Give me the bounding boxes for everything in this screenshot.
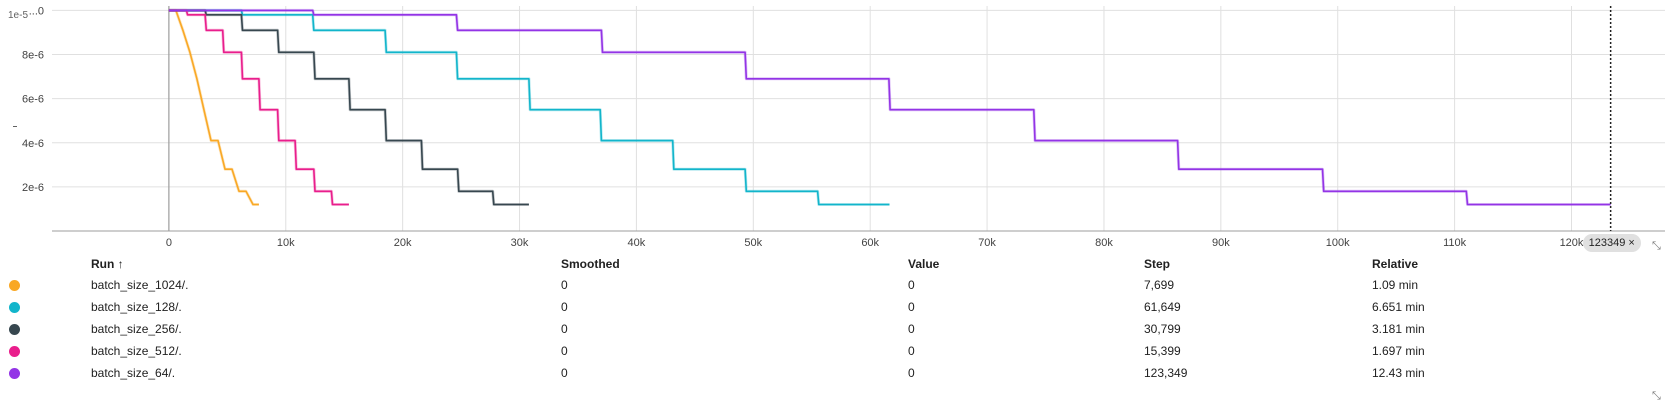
table-header: Run ↑ Smoothed Value Step Relative bbox=[0, 253, 1672, 275]
x-tick-label: 0 bbox=[166, 237, 172, 249]
y-axis-label-dash bbox=[13, 126, 17, 127]
x-tick-label: 60k bbox=[861, 237, 879, 249]
smoothed-value: 0 bbox=[561, 322, 568, 336]
y-tick-label: 8e-6 bbox=[22, 50, 44, 62]
y-tick-label: 4e-6 bbox=[22, 138, 44, 150]
header-step[interactable]: Step bbox=[1144, 257, 1171, 271]
step-value: 15,399 bbox=[1144, 344, 1181, 358]
chart-area[interactable]: 1e-5 0 10k 20k 30k 40k 50k 60k 70k 80k 90k 100k 110… bbox=[0, 0, 1672, 262]
x-tick-label: 100k bbox=[1326, 237, 1350, 249]
y-tick-label: 6e-6 bbox=[22, 94, 44, 106]
run-color-dot[interactable] bbox=[9, 280, 20, 291]
relative-time: 6.651 min bbox=[1372, 300, 1425, 314]
header-run[interactable]: Run ↑ bbox=[91, 257, 124, 271]
header-relative[interactable]: Relative bbox=[1372, 257, 1419, 271]
run-color-dot[interactable] bbox=[9, 346, 20, 357]
raw-value: 0 bbox=[908, 278, 915, 292]
step-value: 123,349 bbox=[1144, 366, 1188, 380]
run-color-dot[interactable] bbox=[9, 302, 20, 313]
raw-value: 0 bbox=[908, 322, 915, 336]
run-name: batch_size_1024/. bbox=[91, 278, 189, 292]
y-tick-label: ...0 bbox=[29, 5, 44, 17]
table-row[interactable]: batch_size_64/. 0 0 123,349 12.43 min bbox=[0, 362, 1672, 384]
table-row[interactable]: batch_size_128/. 0 0 61,649 6.651 min bbox=[0, 296, 1672, 318]
table-row[interactable]: batch_size_256/. 0 0 30,799 3.181 min bbox=[0, 318, 1672, 340]
raw-value: 0 bbox=[908, 344, 915, 358]
smoothed-value: 0 bbox=[561, 366, 568, 380]
raw-value: 0 bbox=[908, 300, 915, 314]
table-row[interactable]: batch_size_1024/. 0 0 7,699 1.09 min bbox=[0, 274, 1672, 296]
series-raw-line bbox=[168, 8, 259, 206]
x-tick-label: 90k bbox=[1212, 237, 1230, 249]
smoothed-value: 0 bbox=[561, 278, 568, 292]
y-tick-label: 2e-6 bbox=[22, 182, 44, 194]
resize-handle-icon[interactable]: ⤡ bbox=[1652, 240, 1661, 252]
step-cursor-badge[interactable]: 123349 × bbox=[1582, 234, 1641, 252]
relative-time: 3.181 min bbox=[1372, 322, 1425, 336]
x-tick-label: 10k bbox=[277, 237, 295, 249]
x-tick-label: 120k bbox=[1560, 237, 1584, 249]
run-name: batch_size_64/. bbox=[91, 366, 176, 380]
series-line bbox=[168, 9, 1611, 206]
run-color-dot[interactable] bbox=[9, 368, 20, 379]
series-line bbox=[168, 9, 349, 206]
relative-time: 12.43 min bbox=[1372, 366, 1425, 380]
step-cursor-value: 123349 bbox=[1588, 237, 1626, 249]
step-value: 7,699 bbox=[1144, 278, 1175, 292]
x-tick-label: 40k bbox=[628, 237, 646, 249]
relative-time: 1.09 min bbox=[1372, 278, 1419, 292]
relative-time: 1.697 min bbox=[1372, 344, 1425, 358]
x-tick-label: 20k bbox=[394, 237, 412, 249]
step-value: 61,649 bbox=[1144, 300, 1181, 314]
smoothed-value: 0 bbox=[561, 344, 568, 358]
header-smoothed[interactable]: Smoothed bbox=[561, 257, 620, 271]
x-tick-label: 70k bbox=[978, 237, 996, 249]
step-value: 30,799 bbox=[1144, 322, 1181, 336]
series-line bbox=[168, 9, 890, 206]
x-tick-label: 30k bbox=[511, 237, 529, 249]
run-name: batch_size_256/. bbox=[91, 322, 182, 336]
raw-value: 0 bbox=[908, 366, 915, 380]
y-axis-scale-icon[interactable]: 1e-5 bbox=[8, 10, 29, 21]
x-tick-label: 80k bbox=[1095, 237, 1113, 249]
run-name: batch_size_128/. bbox=[91, 300, 182, 314]
run-name: batch_size_512/. bbox=[91, 344, 182, 358]
x-tick-label: 50k bbox=[744, 237, 762, 249]
x-tick-label: 110k bbox=[1443, 237, 1467, 249]
table-row[interactable]: batch_size_512/. 0 0 15,399 1.697 min bbox=[0, 340, 1672, 362]
header-value[interactable]: Value bbox=[908, 257, 940, 271]
smoothed-value: 0 bbox=[561, 300, 568, 314]
series-line bbox=[168, 9, 529, 206]
series-line bbox=[168, 9, 259, 206]
run-color-dot[interactable] bbox=[9, 324, 20, 335]
resize-handle-icon[interactable]: ⤡ bbox=[1652, 390, 1661, 402]
close-icon[interactable]: × bbox=[1628, 237, 1635, 249]
series-raw-line bbox=[168, 8, 349, 206]
line-chart[interactable]: 0 10k 20k 30k 40k 50k 60k 70k 80k 90k 100k 110k 120k… bbox=[0, 0, 1672, 262]
